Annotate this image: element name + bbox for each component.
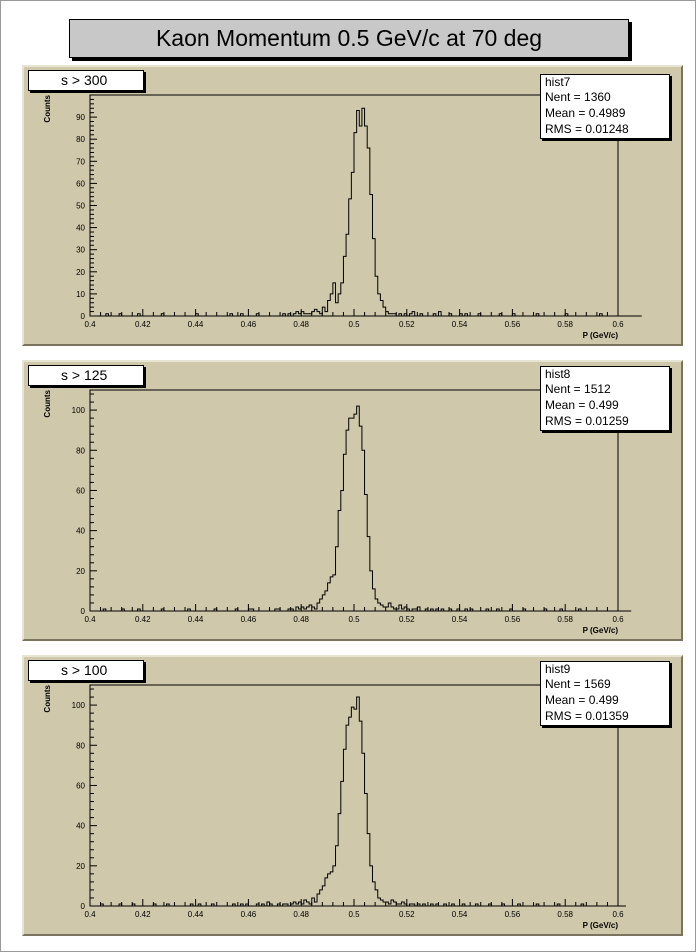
y-tick-label: 100 [72,406,86,415]
y-tick-label: 90 [76,113,85,122]
stats-mean-3: Mean = 0.499 [545,693,619,707]
x-tick-label: 0.54 [452,910,468,919]
y-axis-title: Counts [43,389,52,417]
y-tick-label: 0 [81,312,86,321]
x-axis-title: P (GeV/c) [583,626,619,635]
x-tick-label: 0.5 [348,910,360,919]
x-tick-label: 0.5 [348,320,360,329]
y-axis-title: Counts [43,94,52,122]
x-tick-label: 0.46 [241,615,257,624]
x-tick-label: 0.56 [505,615,521,624]
x-axis-title: P (GeV/c) [583,921,619,930]
x-tick-label: 0.44 [188,910,204,919]
cut-label-3: s > 100 [28,660,144,681]
x-tick-label: 0.52 [399,910,415,919]
x-tick-label: 0.44 [188,320,204,329]
y-tick-label: 80 [76,741,85,750]
x-tick-label: 0.42 [135,910,151,919]
histogram-plot-3: 0.4 0.42 0.44 0.46 0.48 0.5 0.52 0.54 0.56 0.58 0.… [43,684,626,930]
x-tick-label: 0.4 [84,910,96,919]
stats-name-3: hist9 [545,662,571,676]
x-tick-label: 0.48 [293,320,309,329]
y-tick-label: 70 [76,157,85,166]
x-tick-label: 0.42 [135,320,151,329]
y-tick-label: 60 [76,781,85,790]
y-tick-label: 20 [76,268,85,277]
y-tick-label: 60 [76,179,85,188]
x-tick-label: 0.52 [399,615,415,624]
stats-box-1: hist7 Nent = 1360 Mean = 0.4989 RMS = 0.… [540,74,670,139]
canvas-title: Kaon Momentum 0.5 GeV/c at 70 deg [69,19,629,58]
x-tick-label: 0.42 [135,615,151,624]
y-tick-label: 80 [76,135,85,144]
x-tick-label: 0.54 [452,320,468,329]
histogram-pad-2: 0.4 0.42 0.44 0.46 0.48 0.5 0.52 0.54 0.56 0.58 0.… [22,360,683,641]
stats-name-1: hist7 [545,75,571,89]
y-tick-label: 20 [76,862,85,871]
y-axis-title: Counts [43,684,52,712]
y-tick-label: 30 [76,246,85,255]
x-tick-label: 0.4 [84,320,96,329]
histogram-line [90,405,632,612]
stats-nent-1: Nent = 1360 [545,90,611,104]
x-tick-label: 0.6 [612,910,624,919]
y-tick-label: 40 [76,822,85,831]
stats-box-2: hist8 Nent = 1512 Mean = 0.499 RMS = 0.0… [540,366,670,431]
stats-name-2: hist8 [545,367,571,381]
x-tick-label: 0.58 [557,320,573,329]
stats-mean-1: Mean = 0.4989 [545,106,626,120]
x-tick-label: 0.54 [452,615,468,624]
stats-rms-3: RMS = 0.01359 [545,709,629,723]
cut-label-1: s > 300 [28,70,144,91]
cut-label-2: s > 125 [28,365,144,386]
stats-nent-2: Nent = 1512 [545,382,611,396]
x-tick-label: 0.46 [241,910,257,919]
x-tick-label: 0.4 [84,615,96,624]
stats-box-3: hist9 Nent = 1569 Mean = 0.499 RMS = 0.0… [540,661,670,726]
stats-mean-2: Mean = 0.499 [545,398,619,412]
x-tick-label: 0.48 [293,910,309,919]
plot-frame [89,684,619,907]
stats-nent-3: Nent = 1569 [545,677,611,691]
histogram-plot-1: 0.4 0.42 0.44 0.46 0.48 0.5 0.52 0.54 0.56 0.58 0.… [43,94,642,340]
y-tick-label: 40 [76,527,85,536]
stats-rms-1: RMS = 0.01248 [545,122,629,136]
x-tick-label: 0.58 [557,910,573,919]
x-tick-label: 0.52 [399,320,415,329]
histogram-plot-2: 0.4 0.42 0.44 0.46 0.48 0.5 0.52 0.54 0.56 0.58 0.… [43,389,632,635]
plot-frame [89,94,619,317]
x-tick-label: 0.46 [241,320,257,329]
stats-rms-2: RMS = 0.01259 [545,414,629,428]
y-tick-label: 10 [76,290,85,299]
x-tick-label: 0.56 [505,320,521,329]
x-tick-label: 0.58 [557,615,573,624]
y-tick-label: 0 [81,902,86,911]
histogram-line [90,107,642,317]
histogram-pad-3: 0.4 0.42 0.44 0.46 0.48 0.5 0.52 0.54 0.56 0.58 0.… [22,655,683,936]
y-tick-label: 40 [76,224,85,233]
y-tick-label: 60 [76,486,85,495]
y-tick-label: 50 [76,202,85,211]
x-axis-title: P (GeV/c) [583,331,619,340]
histogram-pad-1: 0.4 0.42 0.44 0.46 0.48 0.5 0.52 0.54 0.56 0.58 0.… [22,65,683,346]
y-tick-label: 20 [76,567,85,576]
plot-frame [89,389,619,612]
y-tick-label: 0 [81,607,86,616]
x-tick-label: 0.6 [612,615,624,624]
y-tick-label: 80 [76,446,85,455]
x-tick-label: 0.56 [505,910,521,919]
y-tick-label: 100 [72,701,86,710]
x-tick-label: 0.5 [348,615,360,624]
x-tick-label: 0.44 [188,615,204,624]
histogram-line [90,696,626,907]
x-tick-label: 0.48 [293,615,309,624]
x-tick-label: 0.6 [612,320,624,329]
